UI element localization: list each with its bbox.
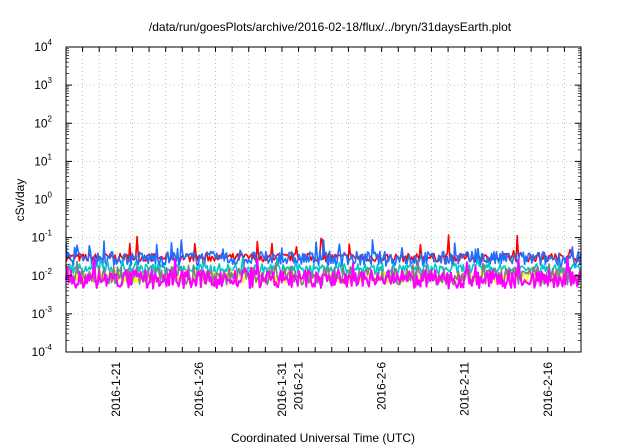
x-tick-label: 2016-2-6 bbox=[375, 362, 389, 410]
y-tick-label-base: 10 bbox=[34, 40, 48, 54]
series-line bbox=[65, 257, 582, 276]
y-tick-label-base: 10 bbox=[34, 116, 48, 130]
y-tick-label-exp: 0 bbox=[48, 191, 53, 200]
y-tick-label-base: 10 bbox=[34, 193, 48, 207]
y-tick-label: 102 bbox=[34, 114, 52, 130]
series-line bbox=[65, 239, 582, 267]
y-tick-label: 10-2 bbox=[32, 267, 53, 283]
x-axis: 2016-1-21 2016-1-26 2016-1-31 2016-2-1 2016-… bbox=[82, 47, 565, 417]
series-line bbox=[65, 234, 582, 263]
y-tick-label: 101 bbox=[34, 152, 52, 168]
y-tick-label-base: 10 bbox=[34, 154, 48, 168]
y-tick-label-exp: 3 bbox=[48, 76, 53, 85]
y-tick-label-base: 10 bbox=[32, 231, 46, 245]
y-axis-label: cSv/day bbox=[13, 179, 27, 222]
grid bbox=[66, 47, 581, 352]
y-tick-label-exp: -1 bbox=[45, 229, 53, 238]
y-tick-label-base: 10 bbox=[32, 307, 46, 321]
y-tick-label-exp: 2 bbox=[48, 114, 53, 123]
y-tick-label-exp: 1 bbox=[48, 152, 53, 161]
y-tick-label-base: 10 bbox=[32, 345, 46, 359]
x-tick-label: 2016-1-21 bbox=[109, 362, 123, 417]
plot-area bbox=[65, 234, 582, 290]
y-tick-label-base: 10 bbox=[32, 269, 46, 283]
x-tick-label: 2016-2-16 bbox=[541, 362, 555, 417]
x-tick-label: 2016-2-1 bbox=[292, 362, 306, 410]
y-tick-label: 10-1 bbox=[32, 229, 53, 245]
y-tick-label-exp: 4 bbox=[48, 38, 53, 47]
y-tick-label-base: 10 bbox=[34, 78, 48, 92]
series-line bbox=[65, 259, 582, 286]
x-tick-label: 2016-1-31 bbox=[275, 362, 289, 417]
x-tick-label: 2016-2-11 bbox=[458, 362, 472, 416]
y-tick-label: 104 bbox=[34, 38, 52, 54]
y-tick-label-exp: -3 bbox=[45, 305, 53, 314]
y-tick-label-exp: -4 bbox=[45, 343, 53, 352]
chart-title: /data/run/goesPlots/archive/2016-02-18/f… bbox=[149, 20, 512, 34]
plot-frame bbox=[65, 46, 582, 353]
x-tick-label: 2016-1-26 bbox=[192, 362, 206, 417]
y-tick-label: 10-4 bbox=[32, 343, 53, 359]
series-line bbox=[65, 256, 582, 290]
y-tick-label: 100 bbox=[34, 191, 52, 207]
y-tick-label: 103 bbox=[34, 76, 52, 92]
x-axis-label: Coordinated Universal Time (UTC) bbox=[231, 431, 415, 445]
y-tick-label-exp: -2 bbox=[45, 267, 53, 276]
y-tick-label: 10-3 bbox=[32, 305, 53, 321]
